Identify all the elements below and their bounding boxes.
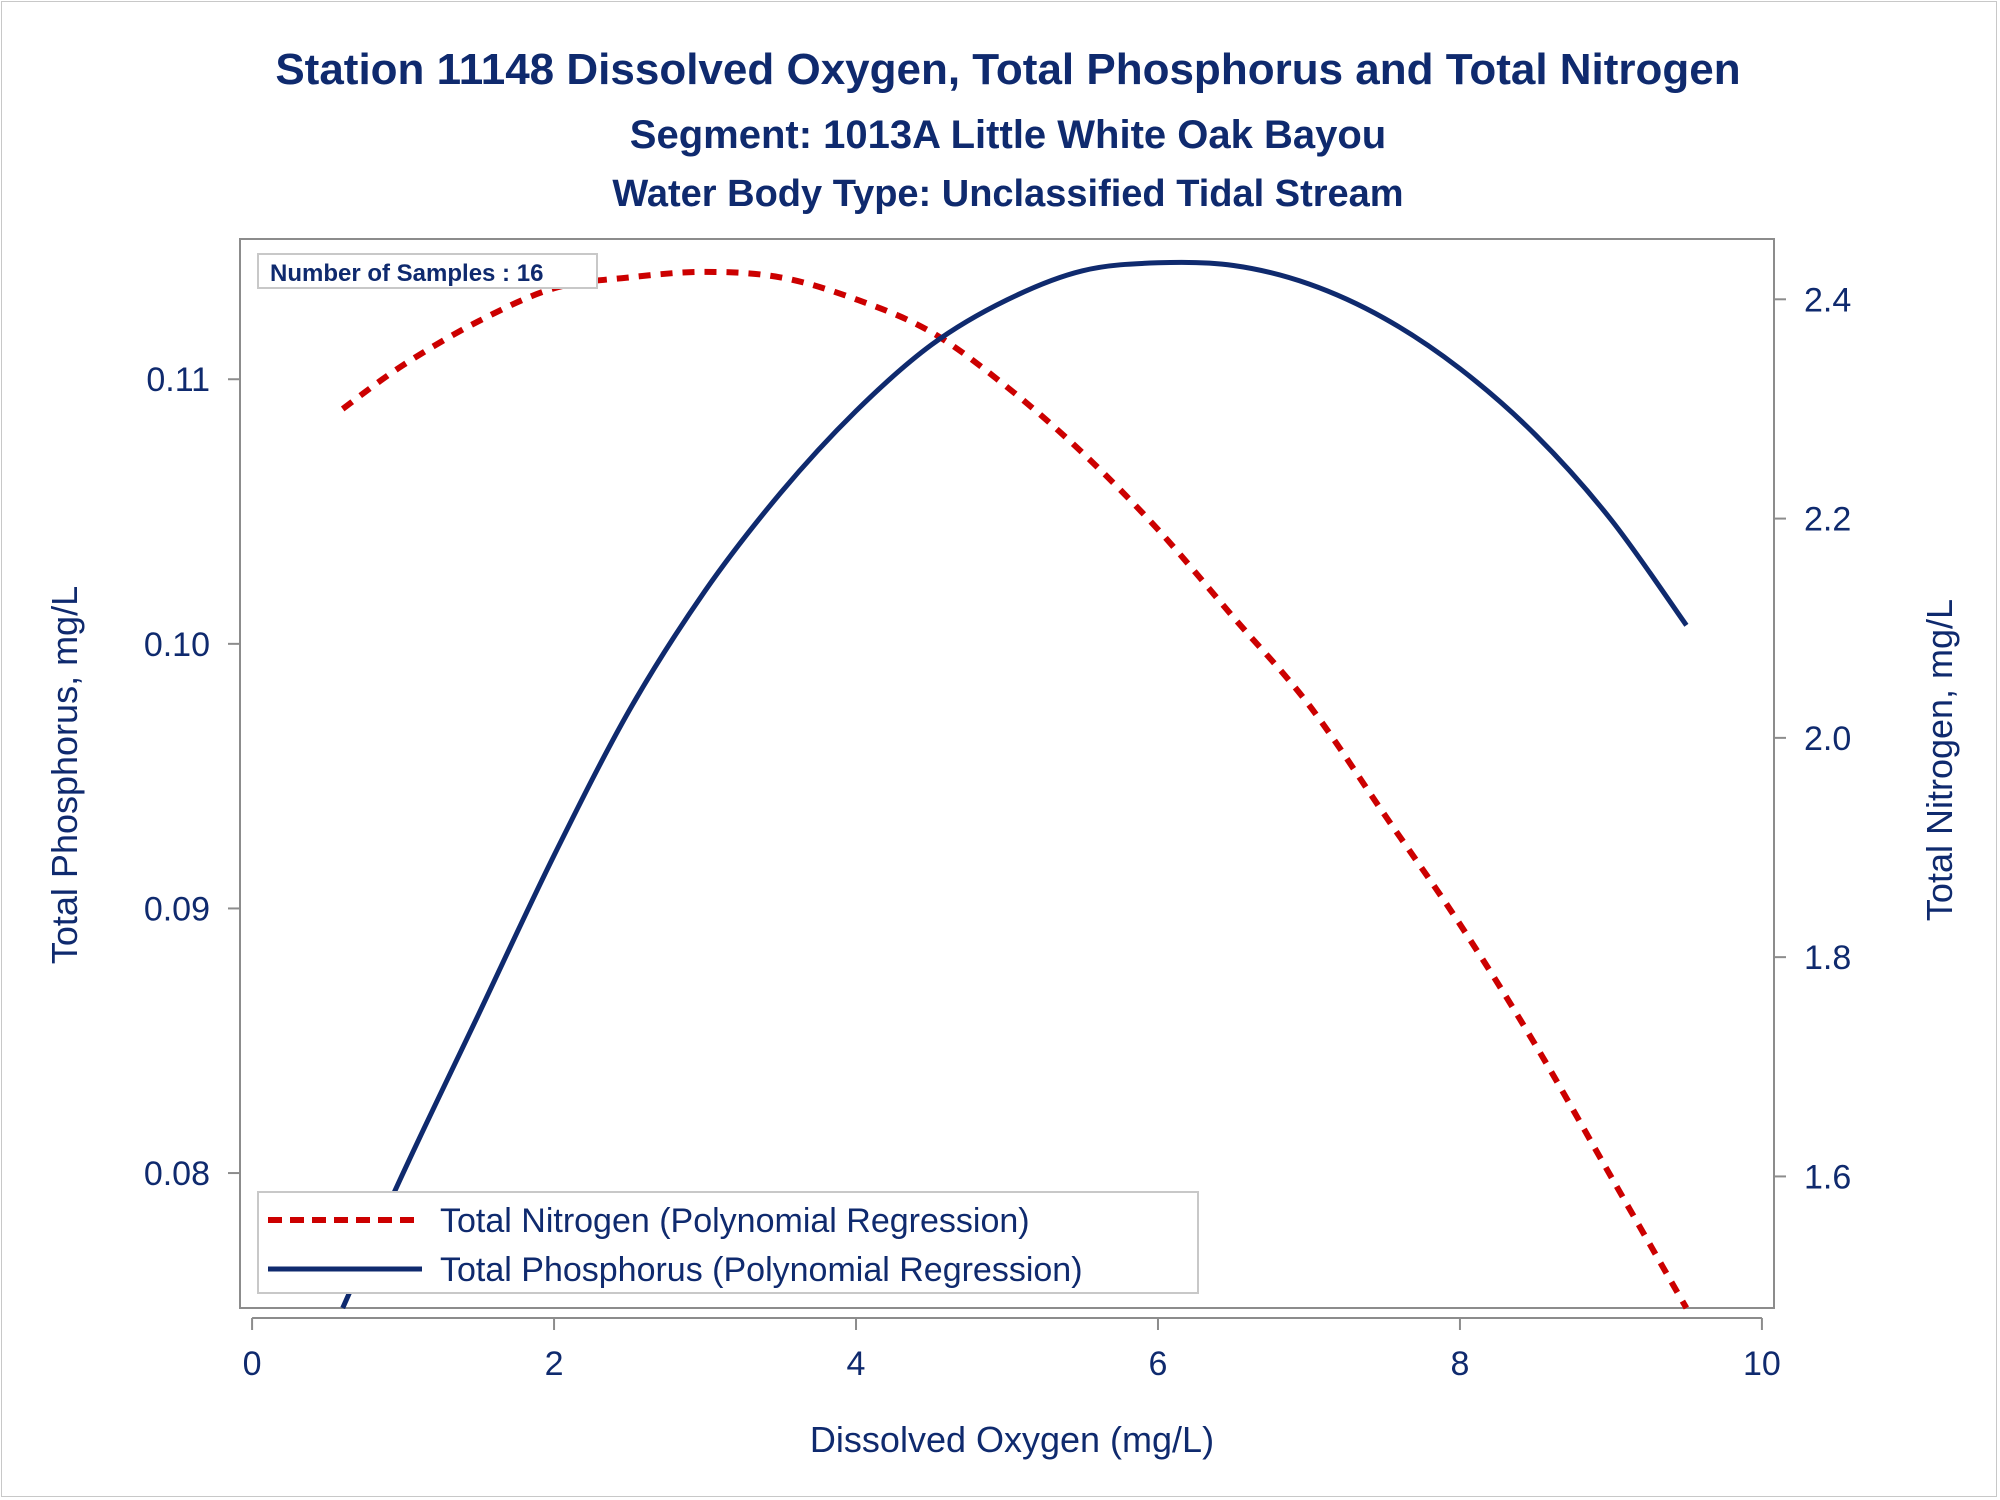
legend-label-total-phosphorus: Total Phosphorus (Polynomial Regression)	[440, 1251, 1083, 1289]
y-tick-label-left: 0.08	[144, 1155, 210, 1193]
y-axis-left: 0.08 0.09 0.10 0.11	[144, 361, 240, 1193]
plot-area	[239, 238, 1775, 1309]
y-axis-label-left: Total Phosphorus, mg/L	[44, 586, 85, 964]
x-axis-label: Dissolved Oxygen (mg/L)	[810, 1419, 1214, 1460]
y-tick-label-right: 2.2	[1804, 501, 1851, 539]
y-axis-right: 1.6 1.8 2.0 2.2 2.4	[1774, 281, 1851, 1196]
series-line-total-phosphorus	[340, 259, 1689, 1310]
series-group	[340, 259, 1690, 1310]
legend-box	[257, 1191, 1199, 1294]
y-tick-label-right: 1.6	[1804, 1158, 1851, 1196]
y-tick-label-left: 0.10	[144, 626, 210, 664]
x-tick-label: 4	[847, 1345, 866, 1383]
y-tick-label-right: 1.8	[1804, 939, 1851, 977]
y-tick-label-left: 0.11	[146, 361, 210, 399]
y-tick-label-right: 2.0	[1804, 720, 1851, 758]
chart-title: Station 11148 Dissolved Oxygen, Total Ph…	[275, 45, 1740, 94]
x-tick-label: 6	[1149, 1345, 1168, 1383]
x-tick-label: 10	[1743, 1345, 1781, 1383]
legend-label-total-nitrogen: Total Nitrogen (Polynomial Regression)	[440, 1202, 1030, 1240]
y-axis-label-right: Total Nitrogen, mg/L	[1919, 599, 1960, 921]
chart-subtitle-2: Water Body Type: Unclassified Tidal Stre…	[612, 173, 1403, 215]
series-line-total-nitrogen	[340, 268, 1690, 1310]
chart-subtitle: Segment: 1013A Little White Oak Bayou	[630, 113, 1386, 157]
legend: Total Nitrogen (Polynomial Regression) T…	[257, 1191, 1199, 1294]
y-tick-label-right: 2.4	[1804, 281, 1851, 319]
annotation-text: Number of Samples : 16	[270, 260, 543, 287]
sample-count-annotation: Number of Samples : 16	[257, 253, 598, 289]
annotation-box	[257, 253, 598, 289]
x-tick-label: 8	[1450, 1345, 1469, 1383]
x-tick-label: 0	[243, 1345, 262, 1383]
x-tick-label: 2	[545, 1345, 564, 1383]
y-tick-label-left: 0.09	[144, 890, 210, 928]
x-axis: 0 2 4 6 8 10	[243, 1317, 1781, 1383]
